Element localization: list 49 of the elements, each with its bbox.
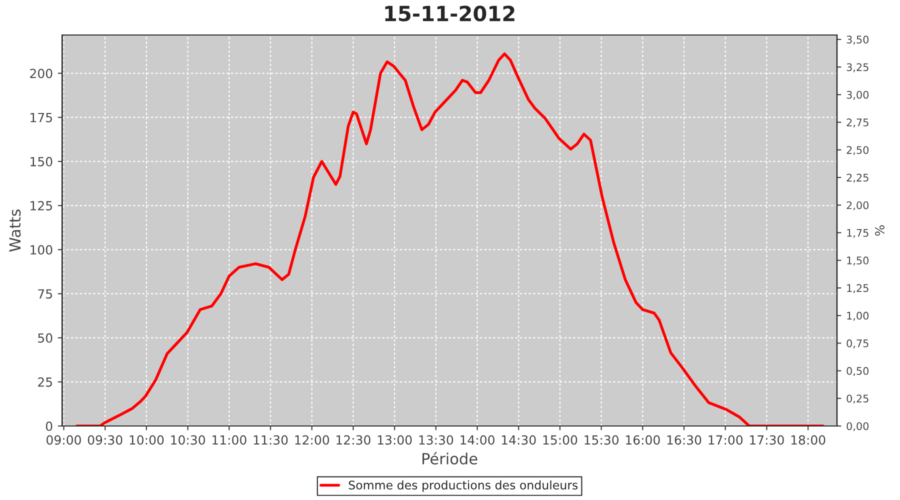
y2-tick-label: 3,50 xyxy=(846,36,869,45)
y-tick-label: 175 xyxy=(30,113,52,122)
y2-tick-label: 1,00 xyxy=(847,312,869,321)
x-tick-label: 17:30 xyxy=(750,435,784,445)
y-tick-label: 75 xyxy=(38,289,52,299)
x-tick-label: 09:30 xyxy=(88,435,122,445)
x-axis-title: Période xyxy=(422,452,478,465)
x-tick-label: 11:30 xyxy=(254,435,288,445)
y-tick-label: 25 xyxy=(38,377,52,387)
y-axis-title: Watts xyxy=(9,210,21,252)
y2-tick-label: 0,00 xyxy=(846,422,869,432)
x-tick-label: 10:00 xyxy=(130,435,164,445)
x-tick-label: 11:00 xyxy=(212,435,246,445)
x-tick-label: 15:00 xyxy=(543,435,578,445)
x-tick-label: 09:00 xyxy=(46,435,81,445)
y-tick-label: 200 xyxy=(30,68,52,78)
x-tick-label: 13:30 xyxy=(419,435,454,445)
y-tick-label: 100 xyxy=(30,245,52,255)
x-tick-label: 13:00 xyxy=(378,435,412,445)
y2-tick-label: 3,00 xyxy=(846,90,869,100)
y2-axis-title: % xyxy=(874,225,884,236)
x-tick-label: 18:00 xyxy=(791,435,826,445)
chart-title: 15-11-2012 xyxy=(385,6,514,22)
y2-tick-label: 1,75 xyxy=(847,229,868,238)
y2-tick-label: 3,25 xyxy=(846,63,868,72)
x-tick-label: 12:00 xyxy=(295,435,330,445)
x-tick-label: 16:30 xyxy=(667,435,702,445)
x-tick-label: 17:00 xyxy=(708,435,743,445)
y2-tick-label: 1,50 xyxy=(847,256,869,266)
x-tick-label: 16:00 xyxy=(626,435,660,445)
y2-tick-label: 2,25 xyxy=(846,174,868,183)
y-tick-label: 150 xyxy=(30,156,52,166)
y2-tick-label: 2,50 xyxy=(846,146,869,156)
y2-tick-label: 2,75 xyxy=(846,118,868,128)
y2-tick-label: 0,50 xyxy=(846,367,869,376)
y-tick-label: 50 xyxy=(38,333,52,343)
x-tick-label: 14:30 xyxy=(502,435,536,445)
y-tick-label: 0 xyxy=(46,421,52,431)
line-series xyxy=(76,52,824,426)
y2-tick-label: 0,75 xyxy=(846,339,868,348)
y2-tick-label: 2,00 xyxy=(846,201,869,210)
x-tick-label: 14:00 xyxy=(460,435,494,445)
y2-tick-label: 0,25 xyxy=(846,394,868,404)
x-tick-label: 10:30 xyxy=(171,435,205,445)
x-tick-label: 12:30 xyxy=(336,435,370,445)
legend-label: Somme des productions des onduleurs xyxy=(348,480,578,492)
x-tick-label: 15:30 xyxy=(584,435,618,445)
y2-tick-label: 1,25 xyxy=(847,284,868,294)
y-tick-label: 125 xyxy=(30,201,52,210)
